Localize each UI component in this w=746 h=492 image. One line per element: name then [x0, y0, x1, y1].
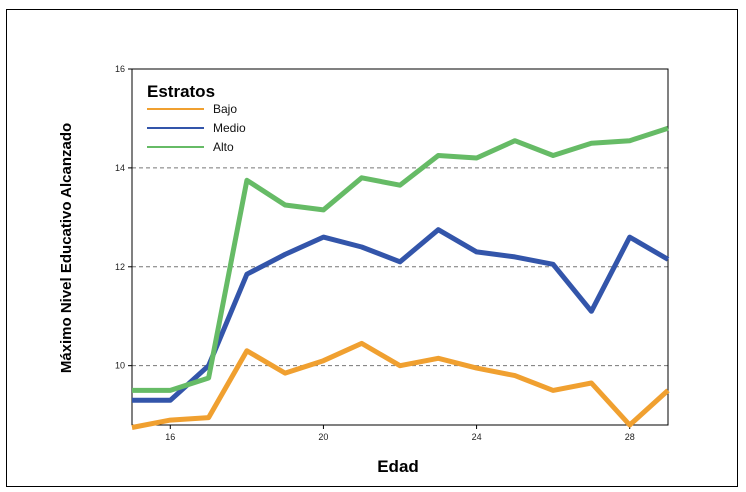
series-line-alto [132, 125, 669, 393]
y-tick-label-16: 16 [115, 64, 125, 74]
x-axis-title: Edad [377, 457, 419, 476]
y-axis-title: Máximo Nivel Educativo Alcanzado [58, 123, 75, 373]
y-tick-label-10: 10 [115, 361, 125, 371]
legend-label-medio: Medio [213, 121, 246, 135]
legend-label-alto: Alto [213, 140, 234, 154]
legend-title: Estratos [147, 82, 215, 101]
x-tick-label-24: 24 [472, 432, 482, 442]
plot-border [131, 68, 669, 426]
chart-frame: 10 12 14 16 16 20 24 28 Estratos Bajo Medio Alto … [6, 9, 738, 487]
y-tick-label-12: 12 [115, 262, 125, 272]
plot-area [131, 68, 669, 426]
x-tick-label-20: 20 [318, 432, 328, 442]
x-tick-label-28: 28 [625, 432, 635, 442]
axis-ticks: 10 12 14 16 16 20 24 28 [115, 64, 635, 442]
series-line-medio [132, 227, 670, 403]
series-line-bajo [131, 340, 670, 430]
legend: Estratos Bajo Medio Alto [147, 82, 246, 154]
series-layer [131, 125, 670, 430]
y-tick-label-14: 14 [115, 163, 125, 173]
legend-label-bajo: Bajo [213, 102, 237, 116]
grid-lines [132, 167, 668, 367]
x-tick-label-16: 16 [165, 432, 175, 442]
